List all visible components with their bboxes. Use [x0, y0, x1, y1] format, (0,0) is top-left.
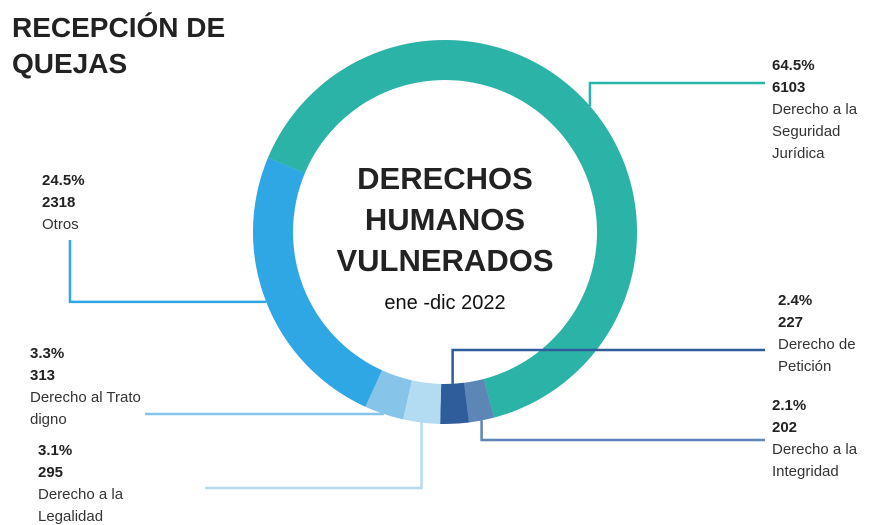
- leader-line: [451, 348, 765, 384]
- data-label: 64.5% 6103 Derecho a la Seguridad Jurídica: [772, 55, 887, 165]
- donut-segment: [440, 382, 470, 424]
- data-label: 3.3% 313 Derecho al Trato digno: [30, 343, 145, 431]
- category-label: Derecho de Petición: [778, 336, 856, 375]
- count-label: 6103: [772, 79, 806, 96]
- count-label: 295: [38, 464, 64, 481]
- count-label: 202: [772, 419, 798, 436]
- subtitle: ene -dic 2022: [384, 292, 506, 314]
- count-label: 227: [778, 314, 804, 331]
- category-label: Derecho a la Seguridad Jurídica: [772, 101, 858, 162]
- data-label: 3.1% 295 Derecho a la Legalidad: [38, 440, 168, 525]
- category-label: Otros: [42, 216, 79, 233]
- count-label: 313: [30, 367, 56, 384]
- leader-line: [68, 240, 267, 304]
- center-title: DERECHOS HUMANOS VULNERADOS: [336, 161, 554, 278]
- percent-label: 3.3%: [30, 345, 65, 362]
- data-label: 2.4% 227 Derecho de Petición: [778, 290, 888, 378]
- data-label: 24.5% 2318 Otros: [42, 170, 142, 236]
- donut-segment: [253, 157, 382, 407]
- percent-label: 2.4%: [778, 292, 813, 309]
- percent-label: 64.5%: [772, 57, 815, 74]
- percent-label: 24.5%: [42, 172, 85, 189]
- donut-segment: [403, 380, 442, 424]
- donut-segment: [365, 370, 412, 420]
- category-label: Derecho a la Integridad: [772, 441, 858, 480]
- category-label: Derecho a la Legalidad: [38, 486, 124, 525]
- data-label: 2.1% 202 Derecho a la Integridad: [772, 395, 890, 483]
- percent-label: 3.1%: [38, 442, 73, 459]
- leader-line: [480, 420, 765, 442]
- leader-line: [205, 422, 423, 490]
- leader-line: [588, 81, 765, 107]
- category-label: Derecho al Trato digno: [30, 389, 141, 428]
- donut-segment: [464, 378, 494, 423]
- chart-title: RECEPCIÓN DE QUEJAS: [12, 12, 226, 79]
- count-label: 2318: [42, 194, 76, 211]
- percent-label: 2.1%: [772, 397, 807, 414]
